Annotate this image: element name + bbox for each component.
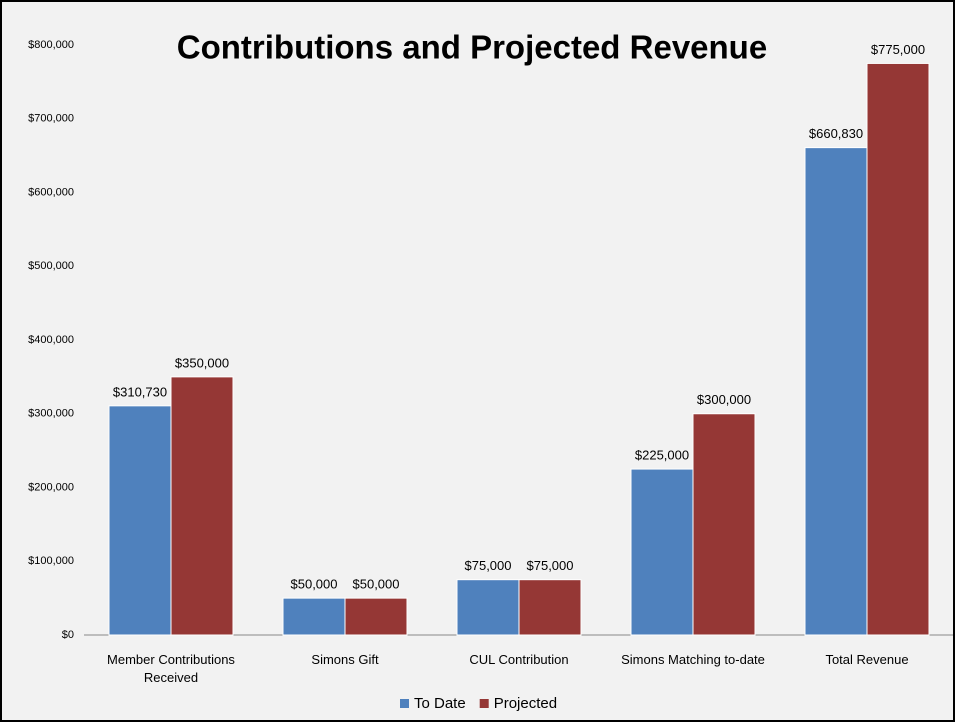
data-label: $300,000	[697, 392, 751, 407]
data-label: $225,000	[635, 448, 689, 463]
x-tick-label: Member Contributions Received	[107, 652, 235, 685]
y-tick-label: $100,000	[28, 555, 74, 567]
bar	[170, 376, 234, 636]
data-label: $310,730	[113, 384, 167, 399]
bar	[344, 597, 408, 636]
chart-title: Contributions and Projected Revenue	[177, 29, 767, 66]
bar	[282, 597, 346, 636]
y-tick-label: $400,000	[28, 334, 74, 346]
bar	[692, 413, 756, 636]
x-tick-label: Simons Matching to-date	[621, 652, 765, 667]
bar	[630, 468, 694, 636]
data-label: $75,000	[465, 558, 512, 573]
y-tick-label: $700,000	[28, 113, 74, 125]
bar	[866, 62, 930, 636]
y-tick-label: $500,000	[28, 260, 74, 272]
x-tick-label: CUL Contribution	[469, 652, 569, 667]
data-label: $775,000	[871, 42, 925, 57]
y-tick-label: $0	[62, 629, 74, 641]
y-tick-label: $800,000	[28, 39, 74, 51]
bar	[108, 405, 172, 636]
bar	[518, 579, 582, 636]
bar	[456, 579, 520, 636]
data-label: $50,000	[353, 577, 400, 592]
data-label: $660,830	[809, 126, 863, 141]
data-label: $350,000	[175, 355, 229, 370]
legend-label: To Date	[414, 695, 466, 712]
bar	[804, 147, 868, 636]
legend-swatch	[400, 699, 409, 708]
y-tick-label: $600,000	[28, 186, 74, 198]
data-label: $50,000	[291, 577, 338, 592]
x-tick-label: Total Revenue	[825, 652, 909, 667]
y-tick-label: $200,000	[28, 481, 74, 493]
x-tick-label: Simons Gift	[311, 652, 379, 667]
legend-label: Projected	[494, 695, 557, 712]
data-label: $75,000	[527, 558, 574, 573]
legend-swatch	[479, 699, 489, 708]
y-tick-label: $300,000	[28, 408, 74, 420]
